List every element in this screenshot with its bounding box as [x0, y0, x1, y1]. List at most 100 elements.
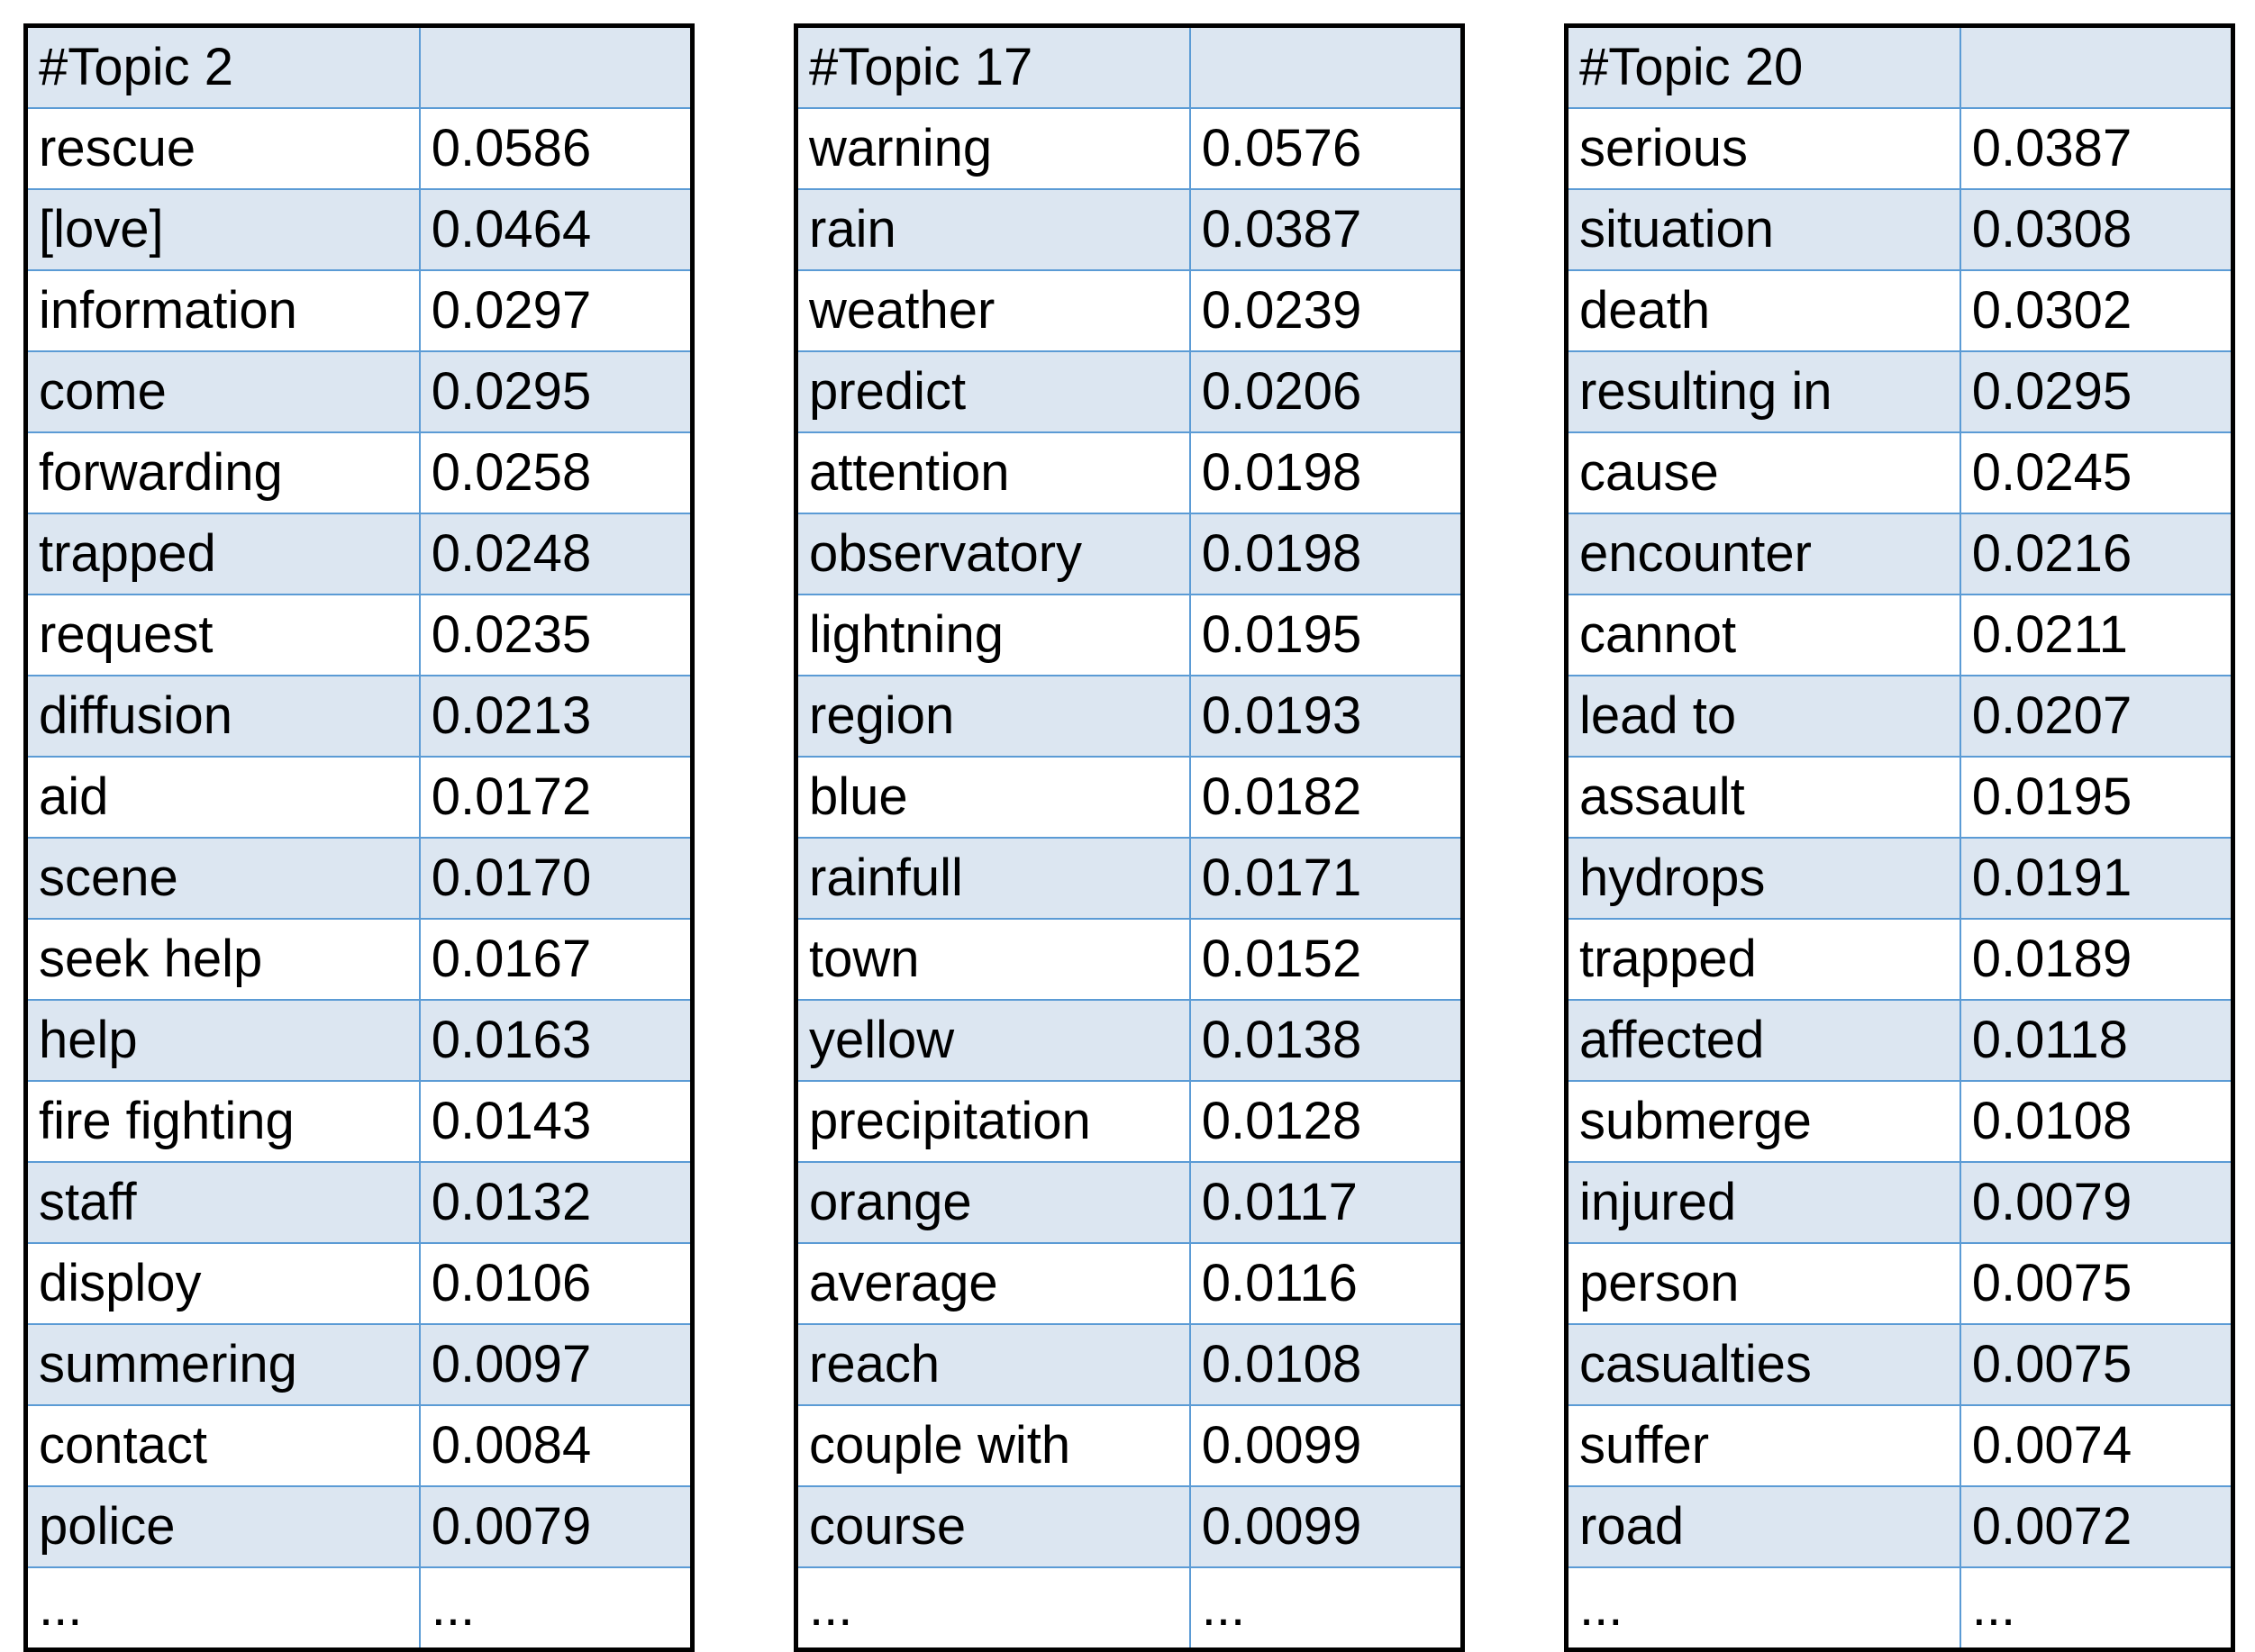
table-row: observatory 0.0198	[795, 513, 1464, 595]
word-cell: predict	[795, 350, 1191, 433]
header-row: #Topic 20	[1565, 24, 2234, 109]
weight-cell: 0.0172	[418, 756, 694, 839]
table-row: affected 0.0118	[1565, 999, 2234, 1082]
table-row: predict 0.0206	[795, 350, 1464, 433]
table-row: encounter 0.0216	[1565, 513, 2234, 595]
weight-cell: 0.0302	[1959, 269, 2234, 352]
table-row: weather 0.0239	[795, 269, 1464, 352]
weight-cell: 0.0097	[418, 1323, 694, 1406]
word-cell: fire fighting	[24, 1080, 421, 1163]
word-cell: region	[795, 675, 1191, 758]
word-cell: #Topic 17	[795, 24, 1191, 109]
word-cell: warning	[795, 107, 1191, 190]
table-row: town 0.0152	[795, 918, 1464, 1001]
table-row: cause 0.0245	[1565, 431, 2234, 514]
weight-cell: 0.0128	[1188, 1080, 1464, 1163]
word-cell: reach	[795, 1323, 1191, 1406]
table-row: submerge 0.0108	[1565, 1080, 2234, 1163]
word-cell: average	[795, 1242, 1191, 1325]
table-row: ......	[795, 1566, 1464, 1651]
weight-cell: 0.0075	[1959, 1242, 2234, 1325]
weight-cell: 0.0195	[1959, 756, 2234, 839]
weight-cell: 0.0138	[1188, 999, 1464, 1082]
weight-cell: 0.0576	[1188, 107, 1464, 190]
weight-cell: 0.0295	[418, 350, 694, 433]
word-cell: weather	[795, 269, 1191, 352]
table-row: come 0.0295	[24, 350, 694, 433]
table-row: diffusion 0.0213	[24, 675, 694, 758]
word-cell: yellow	[795, 999, 1191, 1082]
weight-cell: 0.0198	[1188, 431, 1464, 514]
table-row: warning 0.0576	[795, 107, 1464, 190]
weight-cell: 0.0206	[1188, 350, 1464, 433]
word-cell: information	[24, 269, 421, 352]
table-row: injured 0.0079	[1565, 1161, 2234, 1244]
weight-cell: 0.0464	[418, 188, 694, 271]
weight-cell: 0.0118	[1959, 999, 2234, 1082]
weight-cell: 0.0108	[1959, 1080, 2234, 1163]
word-cell: submerge	[1565, 1080, 1961, 1163]
word-cell: town	[795, 918, 1191, 1001]
table-row: scene 0.0170	[24, 837, 694, 920]
topic-table: #Topic 20 serious 0.0387 situation 0.0308 dea…	[1564, 23, 2235, 1652]
word-cell: attention	[795, 431, 1191, 514]
table-row: average 0.0116	[795, 1242, 1464, 1325]
table-row: course 0.0099	[795, 1485, 1464, 1568]
word-cell: summering	[24, 1323, 421, 1406]
word-cell: trapped	[1565, 918, 1961, 1001]
weight-cell: 0.0117	[1188, 1161, 1464, 1244]
table-row: precipitation 0.0128	[795, 1080, 1464, 1163]
table-row: seek help 0.0167	[24, 918, 694, 1001]
word-cell: orange	[795, 1161, 1191, 1244]
table-row: ......	[24, 1566, 694, 1651]
table-row: orange 0.0117	[795, 1161, 1464, 1244]
weight-cell	[1188, 24, 1464, 109]
table-row: situation 0.0308	[1565, 188, 2234, 271]
header-row: #Topic 2	[24, 24, 694, 109]
table-row: lightning 0.0195	[795, 594, 1464, 676]
weight-cell: 0.0099	[1188, 1485, 1464, 1568]
table-row: information 0.0297	[24, 269, 694, 352]
table-row: forwarding 0.0258	[24, 431, 694, 514]
word-cell: #Topic 2	[24, 24, 421, 109]
weight-cell: 0.0193	[1188, 675, 1464, 758]
table-row: assault 0.0195	[1565, 756, 2234, 839]
word-cell: resulting in	[1565, 350, 1961, 433]
word-cell: scene	[24, 837, 421, 920]
table-row: blue 0.0182	[795, 756, 1464, 839]
table-row: lead to 0.0207	[1565, 675, 2234, 758]
weight-cell: 0.0106	[418, 1242, 694, 1325]
weight-cell: 0.0387	[1188, 188, 1464, 271]
weight-cell: 0.0586	[418, 107, 694, 190]
weight-cell: ...	[1188, 1566, 1464, 1651]
table-row: rainfull 0.0171	[795, 837, 1464, 920]
word-cell: police	[24, 1485, 421, 1568]
table-row: attention 0.0198	[795, 431, 1464, 514]
word-cell: hydrops	[1565, 837, 1961, 920]
weight-cell: 0.0216	[1959, 513, 2234, 595]
table-row: trapped 0.0189	[1565, 918, 2234, 1001]
weight-cell: 0.0308	[1959, 188, 2234, 271]
table-row: road 0.0072	[1565, 1485, 2234, 1568]
word-cell: couple with	[795, 1404, 1191, 1487]
table-row: casualties 0.0075	[1565, 1323, 2234, 1406]
word-cell: contact	[24, 1404, 421, 1487]
weight-cell: 0.0170	[418, 837, 694, 920]
table-row: contact 0.0084	[24, 1404, 694, 1487]
word-cell: road	[1565, 1485, 1961, 1568]
weight-cell: 0.0132	[418, 1161, 694, 1244]
word-cell: rain	[795, 188, 1191, 271]
word-cell: ...	[1565, 1566, 1961, 1651]
word-cell: ...	[795, 1566, 1191, 1651]
word-cell: cause	[1565, 431, 1961, 514]
word-cell: #Topic 20	[1565, 24, 1961, 109]
word-cell: [love]	[24, 188, 421, 271]
table-row: death 0.0302	[1565, 269, 2234, 352]
table-row: hydrops 0.0191	[1565, 837, 2234, 920]
weight-cell: 0.0387	[1959, 107, 2234, 190]
table-row: staff 0.0132	[24, 1161, 694, 1244]
word-cell: lead to	[1565, 675, 1961, 758]
table-row: suffer 0.0074	[1565, 1404, 2234, 1487]
weight-cell: 0.0152	[1188, 918, 1464, 1001]
